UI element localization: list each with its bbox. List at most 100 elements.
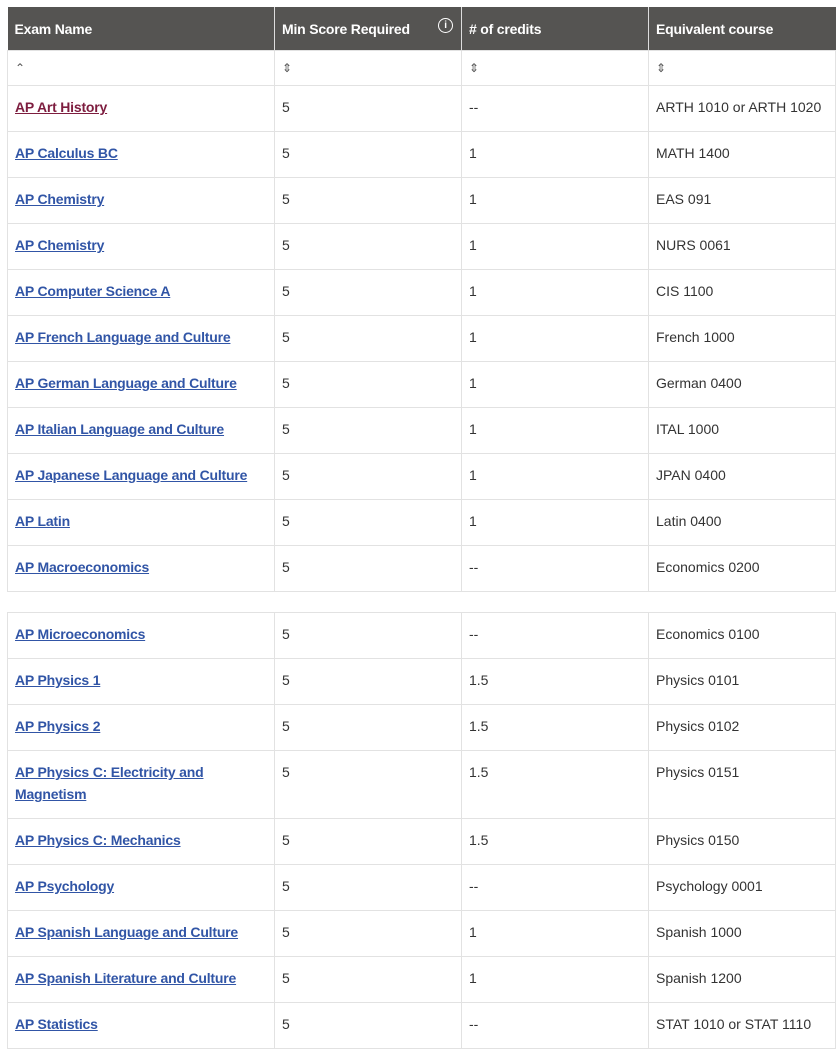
min-score-cell: 5 — [274, 545, 462, 592]
exam-name-cell: AP Spanish Language and Culture — [7, 910, 275, 957]
table-row: AP Macroeconomics 5 -- Economics 0200 — [7, 545, 836, 592]
exam-name-cell: AP Art History — [7, 85, 275, 132]
equivalent-course-cell: Latin 0400 — [648, 499, 836, 546]
header-credits: # of credits — [461, 7, 649, 51]
min-score-cell: 5 — [274, 704, 462, 751]
min-score-cell: 5 — [274, 956, 462, 1003]
equivalent-course-cell: Physics 0151 — [648, 750, 836, 819]
min-score-cell: 5 — [274, 818, 462, 865]
sort-exam-name-button[interactable]: ⌃ — [7, 50, 275, 86]
equivalent-course-cell: NURS 0061 — [648, 223, 836, 270]
credits-cell: 1.5 — [461, 818, 649, 865]
min-score-cell: 5 — [274, 453, 462, 500]
min-score-cell: 5 — [274, 750, 462, 819]
min-score-cell: 5 — [274, 315, 462, 362]
equivalent-course-cell: CIS 1100 — [648, 269, 836, 316]
credits-cell: 1 — [461, 453, 649, 500]
exam-link[interactable]: AP German Language and Culture — [15, 375, 237, 391]
table-row: AP Chemistry 5 1 EAS 091 — [7, 177, 836, 224]
credits-cell: -- — [461, 612, 649, 659]
sort-icon: ⇕ — [656, 61, 667, 75]
equivalent-course-cell: JPAN 0400 — [648, 453, 836, 500]
credits-cell: 1 — [461, 499, 649, 546]
exam-name-cell: AP French Language and Culture — [7, 315, 275, 362]
min-score-cell: 5 — [274, 361, 462, 408]
chevron-up-icon: ⌃ — [15, 61, 26, 75]
credits-cell: -- — [461, 864, 649, 911]
exam-link[interactable]: AP Spanish Language and Culture — [15, 924, 239, 940]
exam-name-cell: AP Italian Language and Culture — [7, 407, 275, 454]
exam-link[interactable]: AP Physics C: Electricity and Magnetism — [15, 764, 204, 802]
header-exam-name: Exam Name — [7, 7, 275, 51]
exam-link[interactable]: AP Macroeconomics — [15, 559, 150, 575]
credits-cell: 1 — [461, 956, 649, 1003]
exam-link[interactable]: AP Psychology — [15, 878, 115, 894]
exam-link[interactable]: AP Physics 2 — [15, 718, 101, 734]
exam-link[interactable]: AP Chemistry — [15, 191, 105, 207]
table-row: AP Computer Science A 5 1 CIS 1100 — [7, 269, 836, 316]
equivalent-course-cell: Spanish 1000 — [648, 910, 836, 957]
sort-row: ⌃ ⇕ ⇕ ⇕ — [7, 50, 836, 86]
credits-cell: 1 — [461, 910, 649, 957]
exam-link[interactable]: AP Chemistry — [15, 237, 105, 253]
exam-link[interactable]: AP Computer Science A — [15, 283, 171, 299]
min-score-cell: 5 — [274, 612, 462, 659]
exam-name-cell: AP Macroeconomics — [7, 545, 275, 592]
sort-equivalent-course-button[interactable]: ⇕ — [648, 50, 836, 86]
min-score-cell: 5 — [274, 407, 462, 454]
exam-link[interactable]: AP Latin — [15, 513, 70, 529]
table-row: AP Physics C: Electricity and Magnetism 5… — [7, 750, 836, 819]
exam-name-cell: AP Chemistry — [7, 223, 275, 270]
table-row: AP French Language and Culture 5 1 French 1… — [7, 315, 836, 362]
min-score-cell: 5 — [274, 499, 462, 546]
exam-name-cell: AP Psychology — [7, 864, 275, 911]
equivalent-course-cell: German 0400 — [648, 361, 836, 408]
table-row: AP Art History 5 -- ARTH 1010 or ARTH 1020 — [7, 85, 836, 132]
exam-name-cell: AP Physics 1 — [7, 658, 275, 705]
exam-name-cell: AP Physics C: Electricity and Magnetism — [7, 750, 275, 819]
exam-link[interactable]: AP Microeconomics — [15, 626, 146, 642]
min-score-cell: 5 — [274, 864, 462, 911]
equivalent-course-cell: ITAL 1000 — [648, 407, 836, 454]
exam-link[interactable]: AP Statistics — [15, 1016, 98, 1032]
table-row: AP German Language and Culture 5 1 German 0… — [7, 361, 836, 408]
equivalent-course-cell: Economics 0100 — [648, 612, 836, 659]
header-equivalent-course: Equivalent course — [648, 7, 836, 51]
table-row: AP Chemistry 5 1 NURS 0061 — [7, 223, 836, 270]
table-row: AP Spanish Literature and Culture 5 1 Spani… — [7, 956, 836, 1003]
credits-cell: -- — [461, 545, 649, 592]
exam-name-cell: AP Japanese Language and Culture — [7, 453, 275, 500]
equivalent-course-cell: Psychology 0001 — [648, 864, 836, 911]
exam-link[interactable]: AP Italian Language and Culture — [15, 421, 225, 437]
table-row: AP Latin 5 1 Latin 0400 — [7, 499, 836, 546]
credits-cell: 1.5 — [461, 658, 649, 705]
equivalent-course-cell: MATH 1400 — [648, 131, 836, 178]
exam-link[interactable]: AP Art History — [15, 99, 108, 115]
info-icon[interactable]: i — [438, 18, 453, 33]
table-row: AP Microeconomics 5 -- Economics 0100 — [7, 612, 836, 659]
sort-min-score-button[interactable]: ⇕ — [274, 50, 462, 86]
exam-link[interactable]: AP Physics C: Mechanics — [15, 832, 181, 848]
exam-link[interactable]: AP Physics 1 — [15, 672, 101, 688]
sort-icon: ⇕ — [469, 61, 480, 75]
min-score-cell: 5 — [274, 223, 462, 270]
exam-name-cell: AP Microeconomics — [7, 612, 275, 659]
credits-cell: 1 — [461, 131, 649, 178]
equivalent-course-cell: Physics 0101 — [648, 658, 836, 705]
sort-credits-button[interactable]: ⇕ — [461, 50, 649, 86]
table-row: AP Japanese Language and Culture 5 1 JPAN 0… — [7, 453, 836, 500]
min-score-cell: 5 — [274, 177, 462, 224]
credits-cell: 1 — [461, 223, 649, 270]
exam-table: Exam Name Min Score Required i # of credi… — [7, 7, 836, 592]
equivalent-course-cell: STAT 1010 or STAT 1110 — [648, 1002, 836, 1049]
credits-cell: 1 — [461, 269, 649, 316]
min-score-cell: 5 — [274, 131, 462, 178]
exam-name-cell: AP German Language and Culture — [7, 361, 275, 408]
exam-link[interactable]: AP French Language and Culture — [15, 329, 231, 345]
equivalent-course-cell: ARTH 1010 or ARTH 1020 — [648, 85, 836, 132]
exam-link[interactable]: AP Calculus BC — [15, 145, 118, 161]
exam-link[interactable]: AP Spanish Literature and Culture — [15, 970, 237, 986]
exam-name-cell: AP Calculus BC — [7, 131, 275, 178]
exam-link[interactable]: AP Japanese Language and Culture — [15, 467, 248, 483]
exam-name-cell: AP Physics 2 — [7, 704, 275, 751]
